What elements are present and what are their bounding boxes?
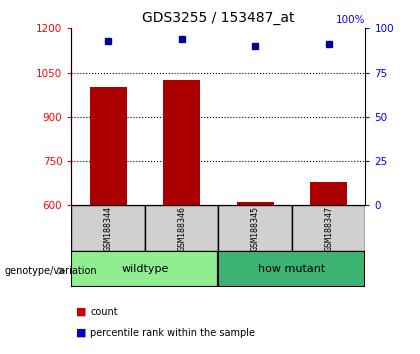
Text: 100%: 100%: [336, 15, 365, 25]
Bar: [237, 202, 273, 205]
Bar: [145, 205, 218, 251]
Text: GSM188346: GSM188346: [177, 206, 186, 251]
Bar: [163, 80, 200, 205]
Text: percentile rank within the sample: percentile rank within the sample: [90, 328, 255, 338]
Text: GSM188347: GSM188347: [324, 206, 333, 251]
Text: wildtype: wildtype: [121, 264, 168, 274]
Bar: [90, 87, 126, 205]
Bar: [292, 205, 365, 251]
Text: how mutant: how mutant: [258, 264, 326, 274]
Text: GSM188344: GSM188344: [104, 206, 113, 251]
Text: ■: ■: [76, 307, 86, 316]
Bar: [310, 182, 347, 205]
Text: genotype/variation: genotype/variation: [4, 266, 97, 276]
Text: GSM188345: GSM188345: [251, 206, 260, 251]
Text: ■: ■: [76, 328, 86, 338]
Bar: [218, 205, 292, 251]
Bar: [218, 251, 365, 287]
Text: count: count: [90, 307, 118, 316]
Bar: [71, 205, 145, 251]
Title: GDS3255 / 153487_at: GDS3255 / 153487_at: [142, 11, 295, 24]
Bar: [71, 251, 218, 287]
